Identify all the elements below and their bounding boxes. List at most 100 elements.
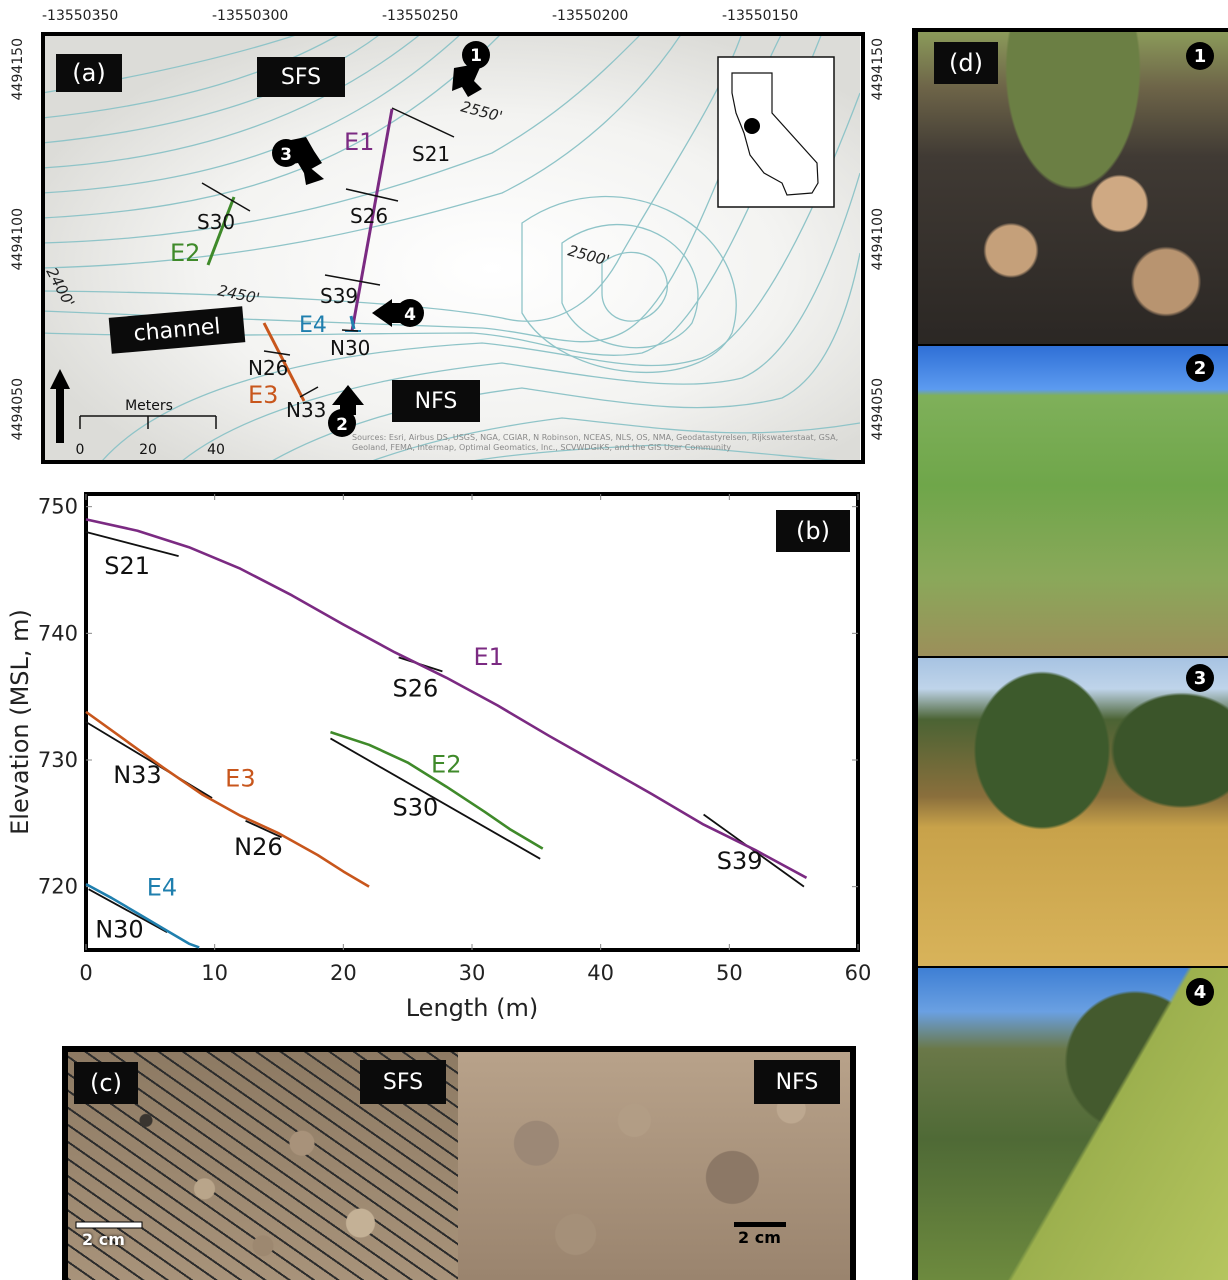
nfs-label: NFS xyxy=(392,380,480,422)
x-tick-label: 20 xyxy=(330,961,357,985)
annotation-s26: S26 xyxy=(392,675,438,703)
field-photo-2 xyxy=(918,346,1228,656)
annotation-e4: E4 xyxy=(147,874,177,902)
map-label-e3: E3 xyxy=(248,381,278,409)
map-top-tick: -13550200 xyxy=(552,8,629,24)
map-left-tick: 4494150 xyxy=(10,38,26,101)
map-left-tick: 4494100 xyxy=(10,208,26,271)
y-tick-label: 740 xyxy=(38,621,78,645)
map-right-tick: 4494100 xyxy=(870,208,886,271)
photo-number-1: 1 xyxy=(1186,42,1214,70)
california-inset xyxy=(717,56,835,208)
photo-number-4: 4 xyxy=(1186,978,1214,1006)
svg-text:0: 0 xyxy=(76,442,85,458)
map-right-tick: 4494150 xyxy=(870,38,886,101)
svg-text:3: 3 xyxy=(280,145,292,165)
map-top-tick: -13550300 xyxy=(212,8,289,24)
plot-frame xyxy=(84,492,860,952)
annotation-e3: E3 xyxy=(225,765,255,793)
photo-number-2: 2 xyxy=(1186,354,1214,382)
x-tick-label: 0 xyxy=(79,961,92,985)
arrow-2: 2 xyxy=(328,385,364,437)
sfs-scale-bar xyxy=(75,1221,143,1229)
slope-line-s21 xyxy=(85,531,179,557)
svg-text:Meters: Meters xyxy=(125,398,173,414)
panel-c-label: (c) xyxy=(74,1062,138,1104)
sfs-tag: SFS xyxy=(360,1060,446,1104)
x-axis-label: Length (m) xyxy=(406,994,539,1022)
arrow-1: 1 xyxy=(452,41,490,97)
series-line-e2 xyxy=(330,730,544,850)
transect-e2 xyxy=(206,196,236,266)
nfs-scale-bar xyxy=(734,1222,786,1227)
map-label-n33: N33 xyxy=(286,398,326,422)
panel-b-label: (b) xyxy=(776,510,850,552)
map-sources: Sources: Esri, Airbus DS, USGS, NGA, CGI… xyxy=(352,433,839,452)
map-label-s21: S21 xyxy=(412,142,450,166)
sfs-label: SFS xyxy=(257,57,345,97)
svg-text:40: 40 xyxy=(207,442,225,458)
svg-text:4: 4 xyxy=(404,305,416,325)
transect-e4 xyxy=(349,315,356,330)
slope-line-n26 xyxy=(245,819,282,839)
field-photo-4 xyxy=(918,968,1228,1280)
arrow-3: 3 xyxy=(272,137,324,185)
elevation-chart: 0 10 20 30 40 50 60 720 730 740 750 Length (m) Eleva… xyxy=(6,492,872,1022)
annotation-n30: N30 xyxy=(95,915,144,943)
nfs-scale-label: 2 cm xyxy=(738,1228,781,1247)
transect-e3 xyxy=(262,322,306,402)
series-line-e1 xyxy=(85,518,808,879)
map-label-s30: S30 xyxy=(197,210,235,234)
panel-d-label: (d) xyxy=(934,42,998,84)
map-left-tick: 4494050 xyxy=(10,378,26,441)
map-label-e2: E2 xyxy=(170,239,200,267)
svg-text:20: 20 xyxy=(139,442,157,458)
y-tick-label: 750 xyxy=(38,495,78,519)
panel-a: -13550350 -13550300 -13550250 -13550200 … xyxy=(0,0,900,470)
panel-c: 2 cm 2 cm (c) SFS NFS xyxy=(62,1046,856,1280)
sfs-scale-label: 2 cm xyxy=(82,1230,125,1249)
map-label-s39: S39 xyxy=(320,284,358,308)
nfs-tag: NFS xyxy=(754,1060,840,1104)
map-label-e1: E1 xyxy=(344,128,374,156)
x-tick-label: 50 xyxy=(716,961,743,985)
slope-lines xyxy=(201,107,455,398)
north-arrow-icon xyxy=(50,369,70,443)
site-location-marker xyxy=(744,118,760,134)
y-tick-label: 730 xyxy=(38,748,78,772)
map-label-s26: S26 xyxy=(350,204,388,228)
panel-a-label: (a) xyxy=(56,54,122,92)
map-top-tick: -13550350 xyxy=(42,8,119,24)
annotation-s39: S39 xyxy=(717,847,763,875)
annotation-n26: N26 xyxy=(234,833,283,861)
slope-line-s30 xyxy=(330,737,541,860)
annotation-e2: E2 xyxy=(431,751,461,779)
x-tick-label: 60 xyxy=(845,961,872,985)
annotation-n33: N33 xyxy=(113,761,162,789)
x-tick-label: 30 xyxy=(459,961,486,985)
photo-number-3: 3 xyxy=(1186,664,1214,692)
series-line-e3 xyxy=(85,710,370,888)
field-photo-1 xyxy=(918,32,1228,344)
map-frame xyxy=(41,32,865,464)
annotation-s30: S30 xyxy=(392,794,438,822)
x-tick-label: 10 xyxy=(201,961,228,985)
x-tick-label: 40 xyxy=(587,961,614,985)
map-right-tick: 4494050 xyxy=(870,378,886,441)
map-label-n26: N26 xyxy=(248,356,288,380)
series-line-e4 xyxy=(85,882,200,949)
annotation-e1: E1 xyxy=(474,643,504,671)
y-tick-label: 720 xyxy=(38,875,78,899)
y-axis-label: Elevation (MSL, m) xyxy=(6,609,34,835)
svg-text:2: 2 xyxy=(336,415,348,435)
contour-lines xyxy=(42,33,860,461)
slope-line-n30 xyxy=(88,888,168,934)
arrow-4: 4 xyxy=(372,299,424,327)
scale-bar: Meters 0 20 40 xyxy=(76,398,225,458)
annotation-s21: S21 xyxy=(104,552,150,580)
field-photo-3 xyxy=(918,658,1228,966)
transect-e1 xyxy=(350,108,394,332)
california-outline-icon xyxy=(731,72,819,196)
map-top-tick: -13550250 xyxy=(382,8,459,24)
map-label-n30: N30 xyxy=(330,336,370,360)
